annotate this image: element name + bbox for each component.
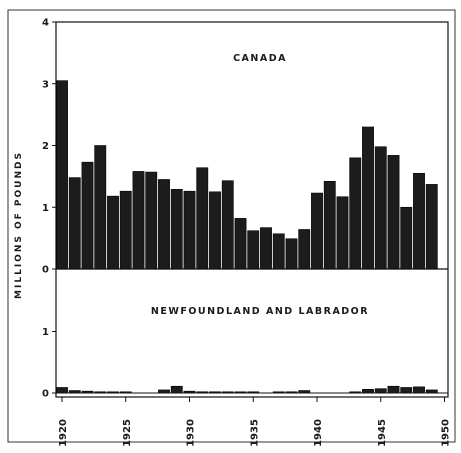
chart-marks: CANADA 0 1 2 3 4 NEWFOUNDLAND AND LABRADOR 0 1 19… <box>42 18 451 447</box>
x-tick-label: 1945 <box>377 419 388 447</box>
bar-canada-1944 <box>362 126 374 270</box>
bar-canada-1923 <box>94 145 107 270</box>
bar-canada-1945 <box>374 146 387 270</box>
bar-canada-1928 <box>158 179 170 270</box>
y-tick-label: 3 <box>42 79 49 90</box>
y-tick-label: 2 <box>42 141 49 152</box>
x-tick-label: 1935 <box>249 419 260 447</box>
panel-title-1: CANADA <box>233 53 287 64</box>
bar-canada-1939 <box>298 229 311 270</box>
y-tick-label: 1 <box>42 327 49 338</box>
bar-canada-1926 <box>132 171 145 270</box>
y-tick-label: 4 <box>42 18 49 29</box>
x-tick-label: 1930 <box>186 419 197 447</box>
bar-canada-1931 <box>196 167 209 270</box>
bar-canada-1925 <box>119 190 132 270</box>
x-tick-label: 1920 <box>58 419 69 447</box>
bar-canada-1938 <box>285 238 298 270</box>
bar-newfoundland-1944 <box>362 389 374 394</box>
bar-canada-1942 <box>336 196 349 270</box>
bar-canada-1946 <box>387 155 400 270</box>
bar-canada-1922 <box>81 161 94 270</box>
panel-title-2: NEWFOUNDLAND AND LABRADOR <box>151 306 369 317</box>
y-tick-label: 1 <box>42 203 49 214</box>
bar-canada-1947 <box>400 206 413 270</box>
bar-canada-1937 <box>272 233 285 270</box>
bar-canada-1936 <box>260 227 272 270</box>
x-tick-label: 1950 <box>441 419 452 447</box>
bar-newfoundland-1929 <box>170 385 183 394</box>
bar-canada-1927 <box>145 171 158 270</box>
bar-canada-1933 <box>221 180 234 270</box>
bar-canada-1921 <box>68 177 81 270</box>
bar-newfoundland-1920 <box>56 387 68 394</box>
bar-canada-1941 <box>323 181 336 270</box>
bar-canada-1920 <box>56 80 68 270</box>
bar-canada-1924 <box>107 195 119 270</box>
bar-newfoundland-1947 <box>400 387 413 394</box>
bar-canada-1934 <box>234 218 247 270</box>
outer-frame <box>7 9 456 443</box>
y-tick-label: 0 <box>42 389 49 400</box>
plot-frame <box>55 21 449 398</box>
bar-canada-1940 <box>311 192 323 270</box>
bar-canada-1948 <box>413 172 425 270</box>
bar-newfoundland-1948 <box>413 386 425 394</box>
bar-canada-1929 <box>170 189 183 270</box>
bar-newfoundland-1946 <box>387 385 400 394</box>
y-tick-label: 0 <box>42 265 49 276</box>
x-tick-label: 1925 <box>122 419 133 447</box>
bar-canada-1949 <box>425 184 438 270</box>
bar-canada-1943 <box>349 157 362 270</box>
bar-canada-1932 <box>209 191 221 270</box>
x-tick-label: 1940 <box>313 419 324 447</box>
bar-canada-1930 <box>183 190 196 270</box>
bar-newfoundland-1945 <box>374 388 387 394</box>
bar-canada-1935 <box>247 230 260 270</box>
y-axis-label: MILLIONS OF POUNDS <box>14 151 24 299</box>
